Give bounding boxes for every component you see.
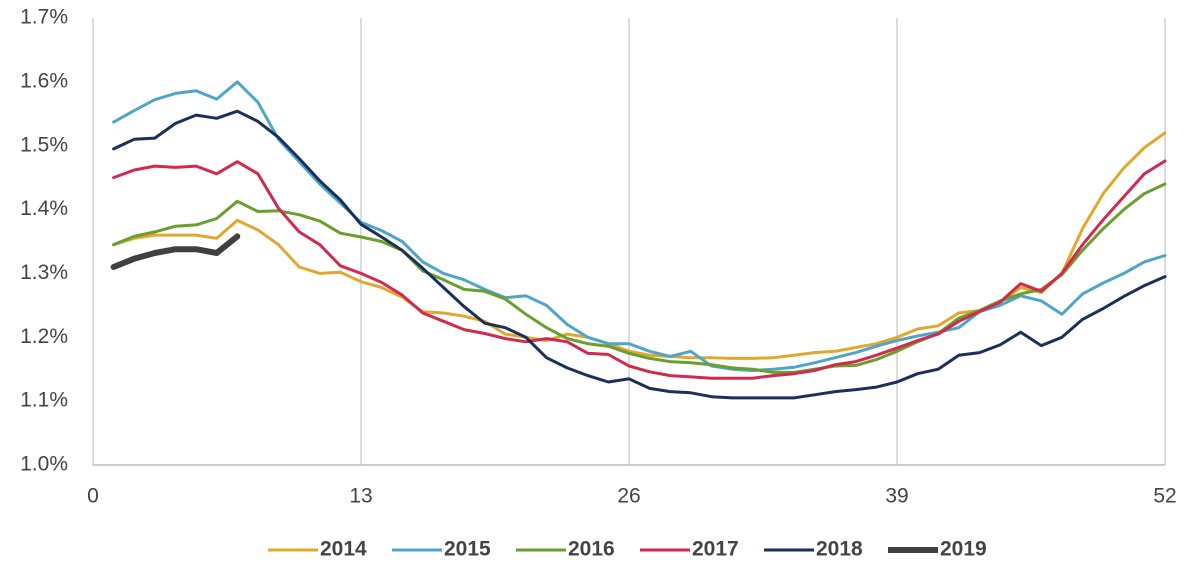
x-tick-label: 52	[1153, 485, 1176, 508]
legend-label: 2017	[692, 538, 739, 561]
series-line	[112, 131, 1167, 360]
legend-label: 2015	[444, 538, 491, 561]
y-tick-label: 1.7%	[20, 6, 68, 29]
series-line	[112, 159, 1167, 380]
x-tick-label: 13	[349, 485, 372, 508]
series-line	[112, 80, 1167, 372]
x-tick-label: 39	[885, 485, 908, 508]
legend-label: 2014	[320, 538, 367, 561]
x-tick-label: 0	[87, 485, 99, 508]
legend-label: 2016	[568, 538, 615, 561]
series-line	[112, 109, 1167, 400]
legend-label: 2019	[940, 538, 987, 561]
y-tick-label: 1.1%	[20, 389, 68, 412]
series-line	[112, 182, 1167, 374]
y-tick-label: 1.2%	[20, 325, 68, 348]
series-line	[110, 233, 241, 270]
y-tick-label: 1.5%	[20, 133, 68, 156]
x-tick-label: 26	[617, 485, 640, 508]
legend-label: 2018	[816, 538, 863, 561]
y-tick-label: 1.3%	[20, 261, 68, 284]
y-tick-label: 1.4%	[20, 197, 68, 220]
y-tick-label: 1.0%	[20, 453, 68, 476]
y-tick-label: 1.6%	[20, 69, 68, 92]
